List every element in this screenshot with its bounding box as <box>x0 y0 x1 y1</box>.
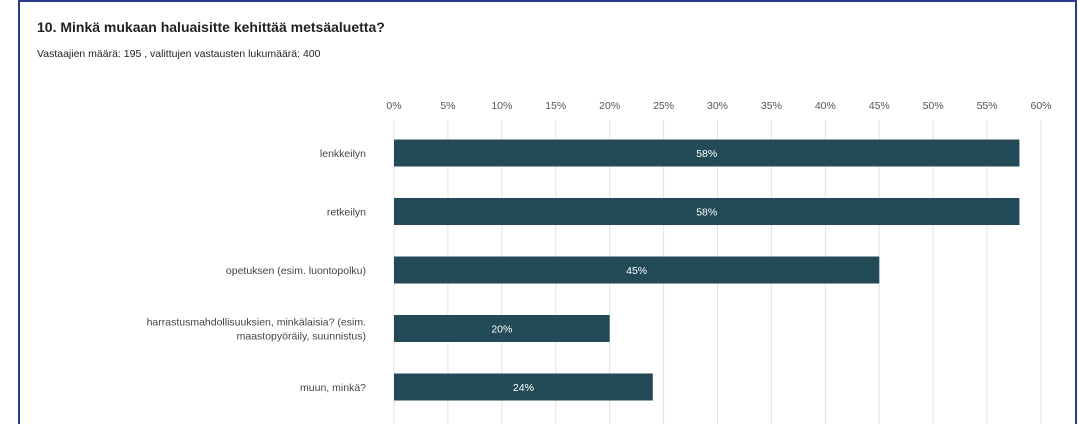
x-tick-label: 55% <box>977 100 998 112</box>
response-count: Vastaajien määrä: 195 , valittujen vasta… <box>37 48 321 60</box>
x-tick-label: 10% <box>491 100 512 112</box>
bar <box>394 139 1020 167</box>
bar-value-label: 20% <box>491 324 512 336</box>
x-tick-label: 5% <box>440 100 455 112</box>
x-tick-label: 30% <box>707 100 728 112</box>
category-label: maastopyöräily, suunnistus) <box>237 331 366 343</box>
category-label: opetuksen (esim. luontopolku) <box>226 265 366 277</box>
x-tick-label: 35% <box>761 100 782 112</box>
x-tick-label: 0% <box>386 100 401 112</box>
category-label: lenkkeilyn <box>320 148 366 160</box>
chart-panel: 10. Minkä mukaan haluaisitte kehittää me… <box>18 0 1077 424</box>
bar-value-label: 45% <box>626 265 647 277</box>
bar-value-label: 24% <box>513 382 534 394</box>
category-label: muun, minkä? <box>300 382 366 394</box>
x-tick-label: 20% <box>599 100 620 112</box>
question-title: 10. Minkä mukaan haluaisitte kehittää me… <box>37 19 385 35</box>
x-tick-label: 40% <box>815 100 836 112</box>
category-label: retkeilyn <box>327 207 366 219</box>
bar-chart: 0% 5% 10% 15% 20% 25% 30% 35% 40% 45% 50% 55% 60% 58%… <box>147 100 1052 424</box>
bar <box>394 198 1020 225</box>
x-tick-label: 50% <box>923 100 944 112</box>
bar-value-label: 58% <box>696 148 717 160</box>
x-tick-label: 60% <box>1030 100 1051 112</box>
x-tick-label: 25% <box>653 100 674 112</box>
bar <box>394 373 653 401</box>
x-tick-label: 45% <box>869 100 890 112</box>
x-tick-label: 15% <box>545 100 566 112</box>
bar-value-label: 58% <box>696 207 717 219</box>
category-label: harrastusmahdollisuuksien, minkälaisia? … <box>147 317 366 329</box>
bar <box>394 315 610 342</box>
bar <box>394 256 880 284</box>
